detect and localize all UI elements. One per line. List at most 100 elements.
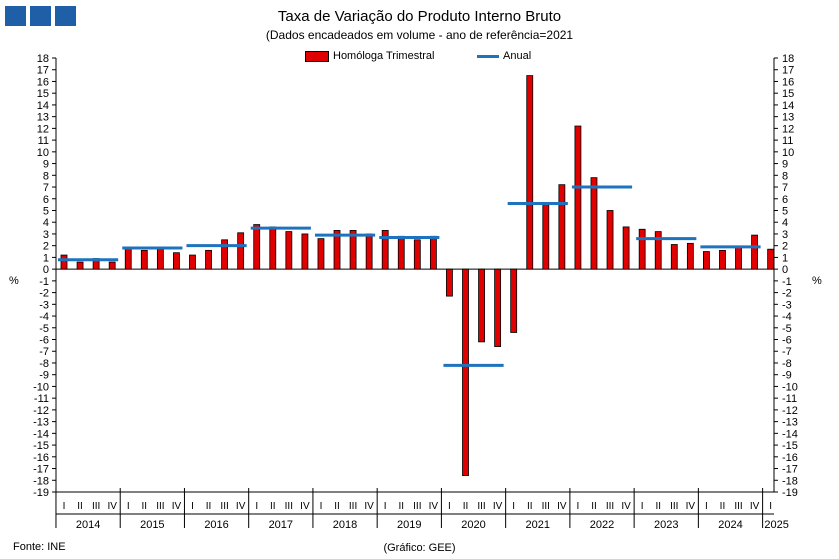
y-tick-label-right: 9	[782, 159, 788, 171]
y-tick-label-right: -7	[782, 346, 792, 358]
bar-quarter-13	[253, 224, 261, 270]
y-tick-label-right: -13	[782, 417, 798, 429]
y-tick-label-left: 2	[43, 241, 49, 253]
bar-quarter-8	[173, 252, 180, 270]
bar-quarter-39	[670, 244, 678, 270]
bar-quarter-4	[108, 261, 116, 270]
y-tick-label-left: -6	[39, 335, 49, 347]
x-year-label-2018: 2018	[333, 519, 357, 531]
y-tick-label-right: -18	[782, 475, 798, 487]
bar-quarter-14	[269, 226, 277, 270]
y-tick-label-right: -1	[782, 276, 792, 288]
x-quarter-label: IV	[493, 501, 503, 512]
y-tick-label-right: 16	[782, 76, 794, 88]
x-quarter-label: I	[641, 501, 644, 512]
x-quarter-label: IV	[300, 501, 310, 512]
chart-subtitle: (Dados encadeados em volume - ano de ref…	[265, 28, 574, 42]
y-tick-label-left: 1	[43, 252, 49, 264]
bar-quarter-11	[221, 239, 229, 270]
legend-item-line: Anual	[477, 50, 531, 62]
y-tick-label-right: 5	[782, 205, 788, 217]
x-quarter-label: IV	[557, 501, 567, 512]
bar-quarter-43	[735, 246, 742, 270]
y-tick-label-right: 8	[782, 170, 788, 182]
logo-block-2	[30, 6, 51, 26]
bar-quarter-34	[590, 177, 598, 270]
y-tick-label-left: 4	[43, 217, 49, 229]
y-tick-label-right: -8	[782, 358, 792, 370]
y-tick-label-right: 10	[782, 147, 794, 159]
x-year-label-2014: 2014	[76, 519, 100, 531]
legend-bar-swatch	[305, 50, 329, 62]
y-tick-label-right: 13	[782, 112, 794, 124]
y-tick-label-left: -1	[39, 276, 49, 288]
y-tick-label-left: -18	[33, 475, 49, 487]
x-quarter-label: II	[77, 501, 83, 512]
x-quarter-label: II	[398, 501, 404, 512]
x-quarter-label: I	[769, 501, 772, 512]
legend-line-swatch	[477, 54, 499, 58]
x-quarter-label: III	[477, 501, 485, 512]
x-quarter-label: I	[577, 501, 580, 512]
y-tick-label-right: -14	[782, 428, 798, 440]
x-year-label-2020: 2020	[461, 519, 485, 531]
y-tick-label-right: 0	[782, 264, 788, 276]
x-quarter-label: IV	[236, 501, 246, 512]
bar-quarter-16	[301, 233, 309, 270]
y-tick-label-left: 9	[43, 159, 49, 171]
y-tick-label-right: -5	[782, 323, 792, 335]
y-tick-label-right: 17	[782, 65, 794, 77]
y-axis-unit-right: %	[812, 275, 822, 287]
y-tick-label-right: -10	[782, 381, 798, 393]
bar-quarter-27	[478, 268, 485, 343]
bar-quarter-26	[462, 268, 469, 476]
y-tick-label-left: -3	[39, 299, 49, 311]
y-tick-label-right: 11	[782, 135, 793, 147]
bar-quarter-36	[622, 226, 630, 270]
x-year-label-2023: 2023	[654, 519, 678, 531]
bar-quarter-40	[686, 242, 694, 270]
x-quarter-label: IV	[686, 501, 696, 512]
x-quarter-label: I	[705, 501, 708, 512]
x-quarter-label: I	[448, 501, 451, 512]
y-tick-label-left: -16	[33, 452, 49, 464]
x-quarter-label: II	[206, 501, 212, 512]
x-quarter-label: IV	[621, 501, 631, 512]
logo-block-3	[55, 6, 76, 26]
y-tick-label-left: 13	[37, 112, 49, 124]
y-tick-label-right: 2	[782, 241, 788, 253]
y-tick-label-left: -8	[39, 358, 49, 370]
y-axis-unit-left: %	[9, 275, 19, 287]
bar-quarter-35	[606, 210, 614, 270]
bar-quarter-7	[156, 248, 164, 270]
y-tick-label-right: -4	[782, 311, 792, 323]
bar-quarter-10	[205, 249, 212, 270]
bar-quarter-29	[510, 268, 518, 333]
y-tick-label-right: -11	[782, 393, 797, 405]
x-quarter-label: I	[63, 501, 66, 512]
y-tick-label-left: 6	[43, 194, 49, 206]
y-tick-label-right: -9	[782, 370, 792, 382]
credit-note: (Gráfico: GEE)	[383, 542, 456, 554]
bar-quarter-33	[574, 125, 582, 270]
y-tick-label-left: 12	[37, 123, 49, 135]
y-tick-label-right: -17	[782, 464, 798, 476]
y-tick-label-right: -6	[782, 335, 792, 347]
bar-quarter-18	[333, 230, 341, 270]
logo-block-1	[5, 6, 26, 26]
x-quarter-label: III	[413, 501, 421, 512]
bar-quarter-9	[189, 254, 196, 270]
y-tick-label-right: 15	[782, 88, 794, 100]
x-quarter-label: IV	[364, 501, 374, 512]
y-tick-label-left: 3	[43, 229, 49, 241]
x-year-label-2024: 2024	[718, 519, 742, 531]
y-tick-label-left: -14	[33, 428, 49, 440]
bar-quarter-42	[719, 249, 726, 270]
y-tick-label-right: 1	[782, 252, 788, 264]
x-quarter-label: I	[191, 501, 194, 512]
y-tick-label-left: -15	[33, 440, 49, 452]
y-tick-label-left: -2	[39, 288, 49, 300]
x-year-label-2015: 2015	[140, 519, 164, 531]
y-tick-label-right: 18	[782, 53, 794, 65]
y-tick-label-left: 8	[43, 170, 49, 182]
